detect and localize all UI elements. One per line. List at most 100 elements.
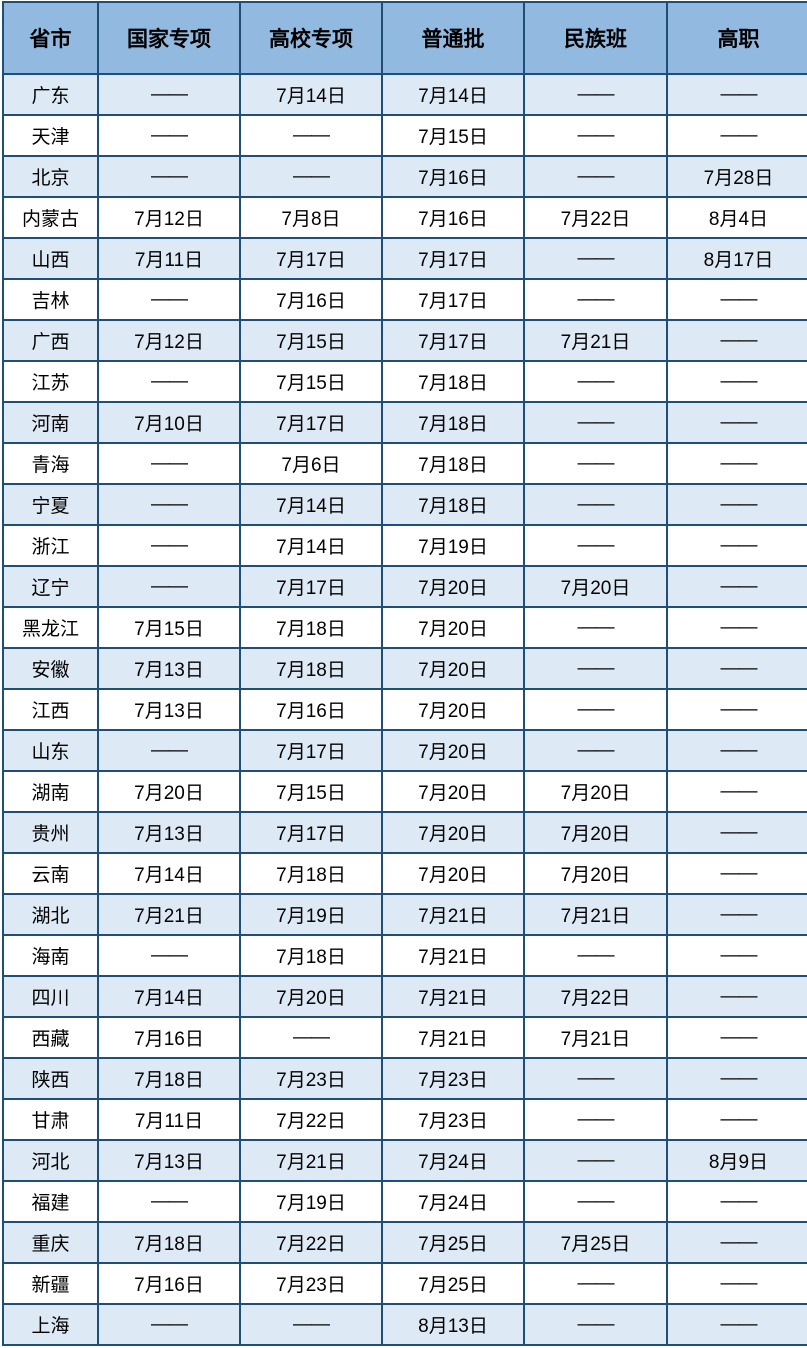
date-cell: —— bbox=[523, 524, 668, 567]
date-cell: —— bbox=[239, 114, 383, 157]
table-row: 西藏 7月16日 —— 7月21日 7月21日 —— bbox=[2, 1016, 807, 1059]
date-cell: —— bbox=[666, 1180, 807, 1223]
table-row: 天津 —— —— 7月15日 —— —— bbox=[2, 114, 807, 157]
table-row: 云南 7月14日 7月18日 7月20日 7月20日 —— bbox=[2, 852, 807, 895]
province-cell: 贵州 bbox=[2, 811, 99, 854]
date-cell: 7月11日 bbox=[97, 237, 241, 280]
date-cell: 7月19日 bbox=[239, 893, 383, 936]
date-cell: —— bbox=[666, 934, 807, 977]
date-cell: 7月23日 bbox=[381, 1098, 525, 1141]
table-row: 重庆 7月18日 7月22日 7月25日 7月25日 —— bbox=[2, 1221, 807, 1264]
date-cell: —— bbox=[666, 1016, 807, 1059]
province-cell: 湖南 bbox=[2, 770, 99, 813]
date-cell: 7月21日 bbox=[523, 893, 668, 936]
date-cell: —— bbox=[523, 442, 668, 485]
province-cell: 辽宁 bbox=[2, 565, 99, 608]
date-cell: 7月23日 bbox=[381, 1057, 525, 1100]
province-cell: 广东 bbox=[2, 73, 99, 116]
date-cell: 7月21日 bbox=[381, 1016, 525, 1059]
date-cell: —— bbox=[97, 114, 241, 157]
date-cell: —— bbox=[523, 729, 668, 772]
date-cell: 7月20日 bbox=[523, 811, 668, 854]
date-cell: 7月20日 bbox=[381, 647, 525, 690]
table-row: 新疆 7月16日 7月23日 7月25日 —— —— bbox=[2, 1262, 807, 1305]
date-cell: 7月19日 bbox=[381, 524, 525, 567]
date-cell: —— bbox=[239, 155, 383, 198]
date-cell: —— bbox=[97, 1303, 241, 1346]
column-header-1: 国家专项 bbox=[97, 1, 241, 75]
table-row: 海南 —— 7月18日 7月21日 —— —— bbox=[2, 934, 807, 977]
date-cell: —— bbox=[666, 852, 807, 895]
date-cell: 7月18日 bbox=[381, 483, 525, 526]
date-cell: —— bbox=[523, 934, 668, 977]
table-row: 贵州 7月13日 7月17日 7月20日 7月20日 —— bbox=[2, 811, 807, 854]
date-cell: —— bbox=[666, 1057, 807, 1100]
date-cell: 7月17日 bbox=[381, 319, 525, 362]
table-row: 山东 —— 7月17日 7月20日 —— —— bbox=[2, 729, 807, 772]
date-cell: 7月22日 bbox=[239, 1098, 383, 1141]
date-cell: —— bbox=[97, 155, 241, 198]
date-cell: 7月20日 bbox=[523, 565, 668, 608]
province-cell: 内蒙古 bbox=[2, 196, 99, 239]
table-row: 广西 7月12日 7月15日 7月17日 7月21日 —— bbox=[2, 319, 807, 362]
date-cell: —— bbox=[97, 442, 241, 485]
province-cell: 浙江 bbox=[2, 524, 99, 567]
date-cell: 7月15日 bbox=[239, 770, 383, 813]
date-cell: —— bbox=[523, 483, 668, 526]
date-cell: —— bbox=[523, 1180, 668, 1223]
date-cell: —— bbox=[523, 1057, 668, 1100]
date-cell: 7月21日 bbox=[239, 1139, 383, 1182]
table-row: 辽宁 —— 7月17日 7月20日 7月20日 —— bbox=[2, 565, 807, 608]
date-cell: 8月13日 bbox=[381, 1303, 525, 1346]
province-cell: 吉林 bbox=[2, 278, 99, 321]
date-cell: 7月20日 bbox=[381, 770, 525, 813]
date-cell: 7月10日 bbox=[97, 401, 241, 444]
table-row: 湖北 7月21日 7月19日 7月21日 7月21日 —— bbox=[2, 893, 807, 936]
header-row: 省市 国家专项 高校专项 普通批 民族班 高职 bbox=[2, 1, 807, 75]
date-cell: 7月17日 bbox=[239, 811, 383, 854]
date-cell: 7月16日 bbox=[239, 278, 383, 321]
date-cell: 7月17日 bbox=[381, 237, 525, 280]
date-cell: —— bbox=[97, 483, 241, 526]
table-row: 青海 —— 7月6日 7月18日 —— —— bbox=[2, 442, 807, 485]
table-row: 河南 7月10日 7月17日 7月18日 —— —— bbox=[2, 401, 807, 444]
table-row: 河北 7月13日 7月21日 7月24日 —— 8月9日 bbox=[2, 1139, 807, 1182]
date-cell: 7月16日 bbox=[239, 688, 383, 731]
date-cell: —— bbox=[97, 73, 241, 116]
date-cell: 7月18日 bbox=[239, 934, 383, 977]
province-cell: 山西 bbox=[2, 237, 99, 280]
province-cell: 宁夏 bbox=[2, 483, 99, 526]
table-row: 陕西 7月18日 7月23日 7月23日 —— —— bbox=[2, 1057, 807, 1100]
date-cell: 7月15日 bbox=[381, 114, 525, 157]
date-cell: 7月14日 bbox=[239, 73, 383, 116]
province-cell: 新疆 bbox=[2, 1262, 99, 1305]
province-cell: 江苏 bbox=[2, 360, 99, 403]
date-cell: 7月8日 bbox=[239, 196, 383, 239]
column-header-2: 高校专项 bbox=[239, 1, 383, 75]
date-cell: 7月13日 bbox=[97, 1139, 241, 1182]
province-cell: 四川 bbox=[2, 975, 99, 1018]
table-body: 广东 —— 7月14日 7月14日 —— —— 天津 —— —— 7月15日 —— —— 北京 —— —— 7… bbox=[2, 73, 807, 1346]
date-cell: 7月16日 bbox=[381, 155, 525, 198]
table-row: 浙江 —— 7月14日 7月19日 —— —— bbox=[2, 524, 807, 567]
date-cell: 7月20日 bbox=[523, 770, 668, 813]
date-cell: —— bbox=[666, 975, 807, 1018]
date-cell: —— bbox=[97, 934, 241, 977]
date-cell: —— bbox=[97, 278, 241, 321]
table-row: 甘肃 7月11日 7月22日 7月23日 —— —— bbox=[2, 1098, 807, 1141]
province-cell: 江西 bbox=[2, 688, 99, 731]
date-cell: —— bbox=[666, 565, 807, 608]
date-cell: 7月17日 bbox=[239, 565, 383, 608]
date-cell: 7月6日 bbox=[239, 442, 383, 485]
province-cell: 黑龙江 bbox=[2, 606, 99, 649]
date-cell: 7月21日 bbox=[523, 1016, 668, 1059]
date-cell: —— bbox=[666, 319, 807, 362]
date-cell: —— bbox=[239, 1016, 383, 1059]
date-cell: 7月11日 bbox=[97, 1098, 241, 1141]
province-cell: 河南 bbox=[2, 401, 99, 444]
date-cell: —— bbox=[523, 155, 668, 198]
date-cell: —— bbox=[523, 73, 668, 116]
table-row: 广东 —— 7月14日 7月14日 —— —— bbox=[2, 73, 807, 116]
